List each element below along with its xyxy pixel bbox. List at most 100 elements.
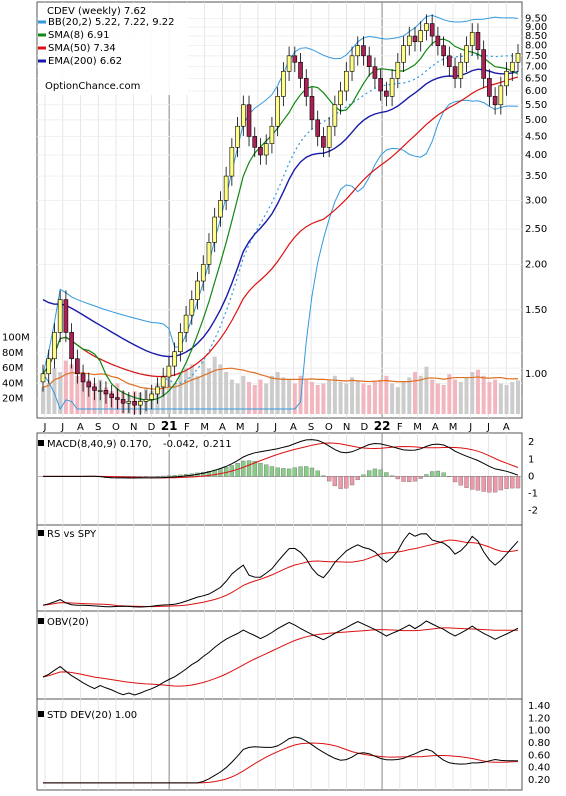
month-label: J [43,422,47,433]
macd-line [43,439,519,479]
candle-body [178,332,183,353]
volume-bar [498,383,503,414]
macd-histogram-bar [510,476,515,489]
macd-histogram-bar [292,467,297,477]
candle-body [97,390,103,392]
std-line [43,736,519,784]
month-label: 21 [161,419,178,433]
macd-histogram-bar [475,476,481,491]
candle-body [46,358,52,375]
chart-title: CDEV (weekly) 7.62 [47,6,146,17]
candle-body [281,70,286,97]
month-label: O [112,422,120,433]
macd-histogram-bar [378,469,383,477]
candle-body [475,32,481,50]
volume-bar [75,375,80,414]
candle-body [412,35,418,43]
price-tick-label: 9.00 [525,22,547,33]
rs-average-line [42,539,519,608]
macd-signal-line [43,442,519,479]
panel-frame-std [36,698,523,791]
price-tick-label: 3.00 [525,195,547,206]
month-label: 22 [374,419,391,433]
volume-bar [235,383,240,414]
volume-bar [229,379,234,414]
volume-bar [281,377,286,414]
price-tick-label: 3.50 [525,171,547,182]
candle-body [464,45,469,63]
volume-bar [332,375,337,414]
candle-body [75,358,80,375]
std-tick-label: 1.00 [528,726,550,737]
volume-average-line [42,367,519,390]
price-tick-label: 4.00 [525,150,547,161]
volume-tick-label: 40M [2,378,23,389]
candle-body [395,61,401,79]
rs-line [42,532,519,608]
candle-body [229,147,235,177]
volume-bar [52,368,57,414]
candle-body [63,299,69,333]
macd-histogram-bar [464,476,469,488]
price-tick-label: 7.50 [525,51,547,62]
macd-tick-label: -1 [528,489,538,500]
legend-entry: BB(20,2) 5.22, 7.22, 9.22 [48,17,174,28]
candle-body [315,119,321,137]
candle-body [504,70,509,87]
macd-histogram-bar [407,476,412,482]
candle-body [481,49,486,79]
month-label: M [449,422,458,433]
candle-body [418,30,424,43]
obv-line [42,620,519,696]
volume-bar [435,383,440,414]
macd-histogram-bar [309,467,315,477]
macd-tick-label: 0 [528,471,534,482]
macd-tick-label: 2 [528,437,534,448]
month-label: N [343,422,350,433]
std-tick-label: 0.40 [528,763,550,774]
candle-body [275,96,280,127]
macd-histogram-bar [246,460,252,477]
month-label: J [255,422,259,433]
volume-bar [258,379,263,414]
month-label: M [200,422,209,433]
candle-body [303,78,309,97]
candle-body [372,66,378,79]
candle-body [298,61,303,79]
obv-label: OBV(20) [47,617,89,628]
month-label: A [77,422,84,433]
macd-histogram-bar [452,476,458,483]
volume-bar [384,375,389,414]
candle-body [487,78,492,97]
volume-bar [412,372,417,414]
volume-bar [81,372,86,414]
candle-body [103,390,109,395]
volume-bar [166,379,171,414]
volume-bar [224,372,229,414]
macd-histogram-bar [401,476,406,482]
macd-histogram-bar [258,462,263,477]
month-label: A [503,422,510,433]
volume-bar [212,356,217,414]
sma50-line [42,76,519,378]
price-tick-label: 2.00 [525,259,547,270]
candle-body [326,125,332,148]
candle-body [92,386,97,391]
candle-body [69,332,74,360]
month-label: A [290,422,297,433]
volume-bar [264,383,269,414]
candle-body [52,332,57,360]
watermark-text: OptionChance.com [45,81,140,92]
macd-histogram-bar [241,460,246,477]
macd-histogram-bar [498,476,503,491]
candle-body [235,125,240,148]
chart-marks [40,14,521,784]
macd-histogram-bar [321,475,326,477]
volume-bar [401,381,406,414]
candle-body [263,143,269,156]
candle-body [435,35,441,46]
candle-body [366,55,372,68]
volume-tick-label: 60M [2,363,23,374]
candle-body [292,55,298,63]
candle-body [332,104,338,127]
